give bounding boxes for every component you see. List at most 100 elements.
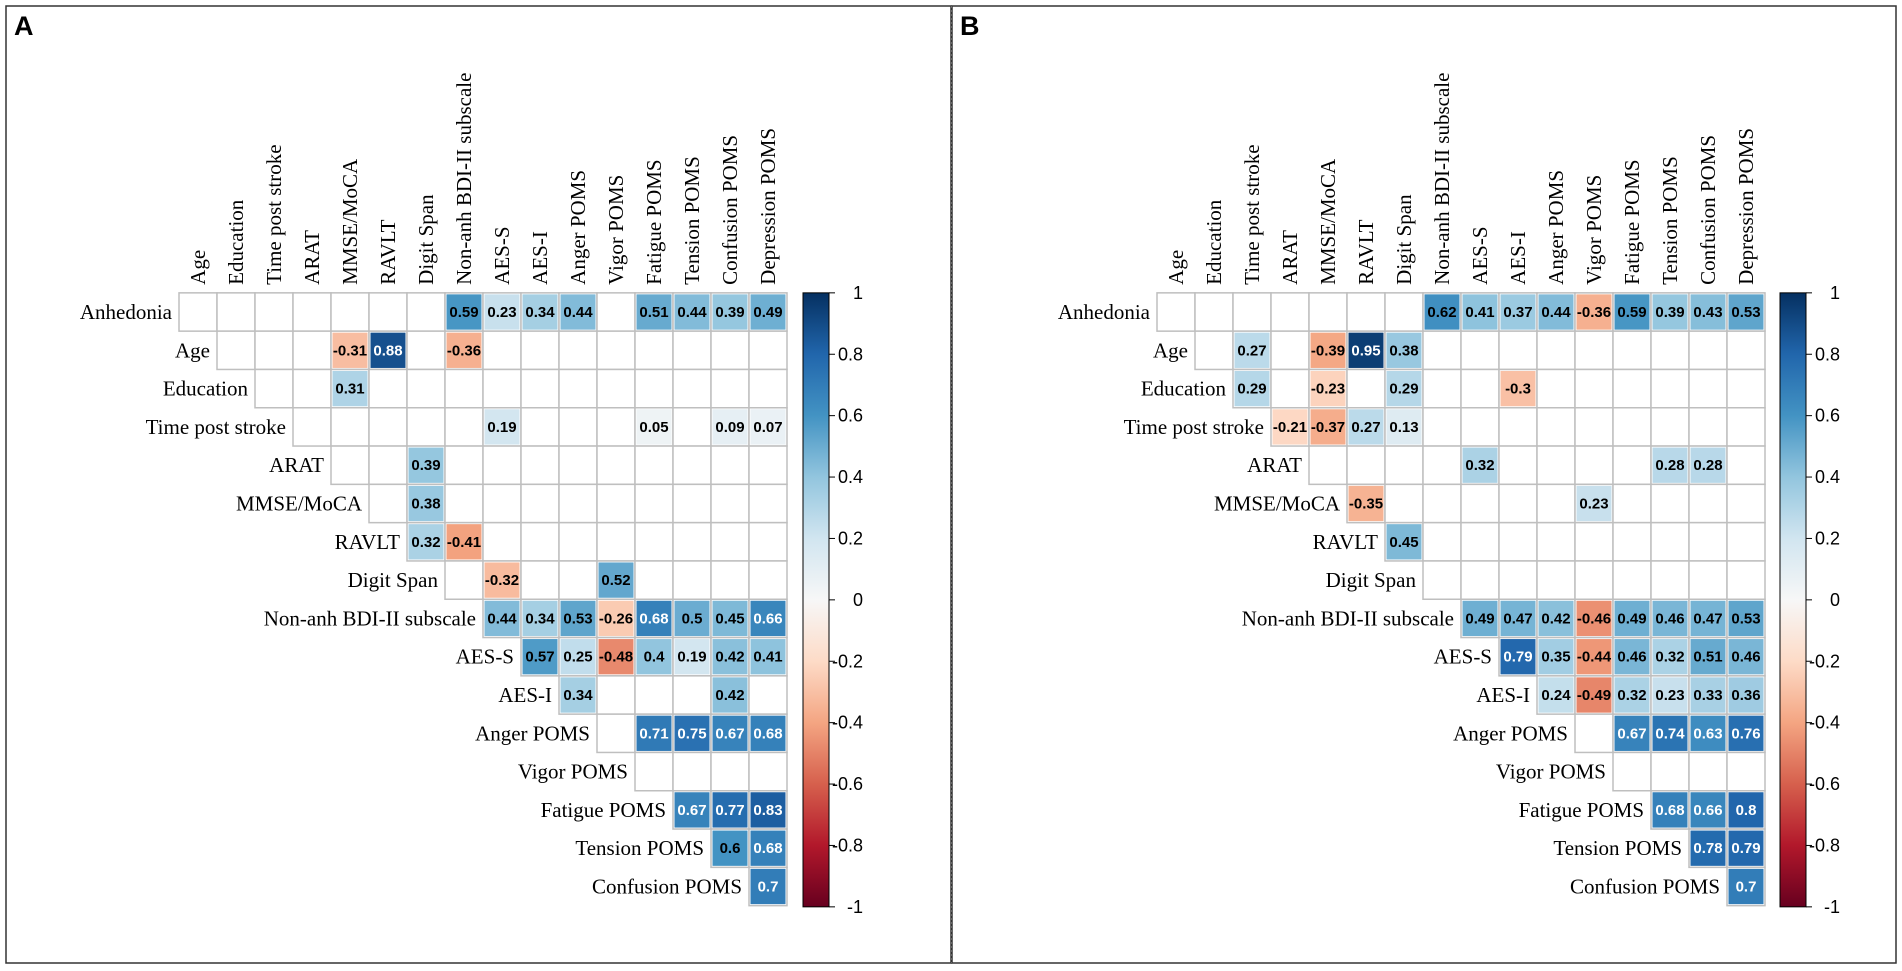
- grid-cell: [1612, 521, 1652, 562]
- correlation-cell: [750, 600, 786, 637]
- column-label: Tension POMS: [680, 156, 704, 285]
- row-label: Age: [175, 338, 210, 362]
- correlation-cell: [636, 639, 672, 675]
- colorbar-tick-label: 0.8: [838, 344, 863, 364]
- grid-cell: [1574, 330, 1614, 371]
- row-label: Tension POMS: [1553, 836, 1682, 860]
- column-label: ARAT: [300, 230, 324, 285]
- column-label: Confusion POMS: [718, 135, 742, 285]
- grid-cell: [596, 483, 636, 524]
- grid-cell: [558, 560, 598, 601]
- grid-cell: [1612, 368, 1652, 409]
- correlation-cell: [1348, 409, 1384, 445]
- grid-cell: [1422, 483, 1462, 524]
- grid-cell: [634, 445, 674, 486]
- grid-cell: [330, 445, 370, 486]
- colorbar-tick-label: -1: [1824, 897, 1840, 917]
- grid-cell: [520, 368, 560, 409]
- grid-cell: [672, 368, 712, 409]
- grid-cell: [1308, 292, 1348, 332]
- cell-value-label: 0.38: [1389, 342, 1418, 359]
- column-label: AES-I: [528, 231, 552, 285]
- grid-cell: [254, 330, 294, 371]
- grid-cell: [1422, 445, 1462, 486]
- colorbar-tick-label: 0.2: [838, 528, 863, 548]
- grid-cell: [1574, 407, 1614, 447]
- grid-cell: [710, 445, 750, 486]
- cell-value-label: 0.76: [1731, 725, 1760, 742]
- colorbar: [802, 292, 830, 908]
- grid-cell: [1422, 330, 1462, 371]
- grid-cell: [1650, 330, 1690, 371]
- cell-value-label: -0.23: [1311, 381, 1345, 398]
- cell-value-label: 0.33: [1693, 687, 1722, 704]
- cell-value-label: 0.46: [1617, 649, 1646, 666]
- grid-cell: [596, 292, 636, 332]
- correlation-cell: [1386, 524, 1422, 560]
- cell-value-label: 0.23: [1655, 687, 1684, 704]
- column-label: Depression POMS: [756, 128, 780, 285]
- column-label: AES-S: [1468, 226, 1492, 284]
- grid-cell: [1650, 560, 1690, 601]
- grid-cell: [1650, 521, 1690, 562]
- grid-cell: [558, 330, 598, 371]
- grid-cell: [672, 560, 712, 601]
- colorbar-tick-label: 0.4: [838, 467, 863, 487]
- cell-value-label: 0.8: [1736, 802, 1757, 819]
- grid-cell: [1726, 560, 1766, 601]
- column-label: Time post stroke: [262, 144, 286, 284]
- cell-value-label: 0.46: [1731, 649, 1760, 666]
- row-label: Non-anh BDI-II subscale: [1242, 606, 1454, 630]
- colorbar-tick-label: 0.6: [1815, 406, 1840, 426]
- grid-cell: [1536, 560, 1576, 601]
- cell-value-label: -0.41: [447, 534, 481, 551]
- column-label: Non-anh BDI-II subscale: [452, 73, 476, 285]
- grid-cell: [1688, 368, 1728, 409]
- grid-cell: [1460, 521, 1500, 562]
- grid-cell: [1574, 445, 1614, 486]
- cell-value-label: -0.48: [599, 649, 633, 666]
- grid-cell: [1688, 483, 1728, 524]
- grid-cell: [596, 521, 636, 562]
- grid-cell: [482, 445, 522, 486]
- grid-cell: [672, 483, 712, 524]
- correlation-cell: [750, 639, 786, 675]
- grid-cell: [482, 330, 522, 371]
- colorbar-tick-label: -0.6: [832, 774, 863, 794]
- cell-value-label: 0.44: [1541, 304, 1571, 321]
- row-label: Tension POMS: [575, 836, 704, 860]
- column-label: Age: [1164, 250, 1188, 285]
- cell-value-label: 0.23: [1579, 496, 1608, 513]
- grid-cell: [482, 483, 522, 524]
- grid-cell: [558, 521, 598, 562]
- grid-cell: [1726, 483, 1766, 524]
- cell-value-label: 0.41: [753, 649, 782, 666]
- cell-value-label: -0.31: [333, 342, 367, 359]
- grid-cell: [1688, 521, 1728, 562]
- cell-value-label: 0.45: [715, 610, 744, 627]
- correlation-cell: [1652, 447, 1688, 483]
- correlation-cell: [1652, 294, 1688, 330]
- correlation-cell: [1310, 332, 1346, 368]
- row-label: RAVLT: [335, 530, 401, 554]
- correlation-cell: [370, 332, 406, 368]
- colorbar-tick-label: -0.4: [832, 713, 863, 733]
- correlation-cell: [1576, 294, 1612, 330]
- panel-b-letter: B: [960, 11, 980, 41]
- grid-cell: [520, 407, 560, 447]
- correlation-cell: [1690, 639, 1726, 675]
- grid-cell: [1726, 330, 1766, 371]
- correlation-cell: [484, 600, 520, 637]
- panel-a-correlation-matrix: 0.59 0.23 0.34 0.44 0.51 0.44 0.39 0.49-0.31 0.8…: [80, 73, 863, 917]
- cell-value-label: 0.6: [720, 840, 741, 857]
- grid-cell: [558, 483, 598, 524]
- correlation-cell: [1386, 370, 1422, 407]
- colorbar-tick-label: 0.4: [1815, 467, 1840, 487]
- grid-cell: [748, 445, 788, 486]
- correlation-cell: [636, 409, 672, 445]
- correlation-cell: [1614, 677, 1650, 713]
- correlation-cell: [1462, 294, 1498, 330]
- cell-value-label: 0.05: [639, 419, 668, 436]
- correlation-cell: [1538, 639, 1574, 675]
- correlation-cell: [560, 677, 596, 713]
